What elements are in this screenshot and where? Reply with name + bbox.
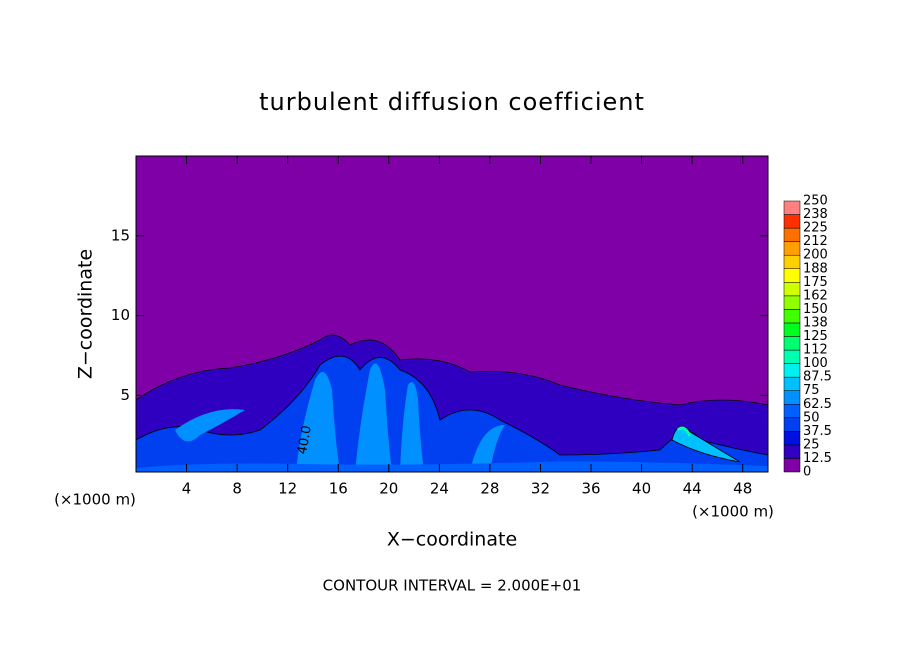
colorbar-label: 250 xyxy=(803,194,828,209)
colorbar-label: 100 xyxy=(803,356,828,371)
colorbar-label: 225 xyxy=(803,221,828,236)
x-tick-label: 28 xyxy=(480,480,499,498)
colorbar-box xyxy=(783,309,801,324)
colorbar-box xyxy=(783,322,801,337)
x-tick-label: 20 xyxy=(379,480,398,498)
colorbar-label: 175 xyxy=(803,275,828,290)
colorbar-box xyxy=(783,200,801,215)
y-axis-label: Z−coordinate xyxy=(75,249,97,379)
colorbar-box xyxy=(783,268,801,283)
colorbar-label: 150 xyxy=(803,302,828,317)
colorbar-box xyxy=(783,282,801,297)
colorbar-box xyxy=(783,227,801,242)
colorbar-box xyxy=(783,417,801,432)
colorbar-label: 138 xyxy=(803,315,828,330)
colorbar-box xyxy=(783,390,801,405)
x-unit: (×1000 m) xyxy=(54,491,136,509)
y-tick-label: 10 xyxy=(111,306,130,324)
colorbar-label: 0 xyxy=(803,465,811,480)
plot-frame xyxy=(135,155,769,473)
x-tick-label: 36 xyxy=(581,480,600,498)
x-axis-label: X−coordinate xyxy=(387,529,517,551)
colorbar-label: 188 xyxy=(803,261,828,276)
x-tick-label: 8 xyxy=(232,480,242,498)
colorbar-box xyxy=(783,363,801,378)
y-tick-label: 15 xyxy=(111,226,130,244)
colorbar-box xyxy=(783,458,801,473)
colorbar-box xyxy=(783,444,801,459)
x-tick-label: 4 xyxy=(182,480,192,498)
contour-label: 40.0 xyxy=(295,424,315,455)
colorbar-label: 50 xyxy=(803,410,820,425)
colorbar-label: 87.5 xyxy=(803,370,832,385)
x-tick-label: 40 xyxy=(632,480,651,498)
colorbar-label: 62.5 xyxy=(803,397,832,412)
colorbar-label: 25 xyxy=(803,437,820,452)
colorbar-label: 12.5 xyxy=(803,451,832,466)
colorbar-box xyxy=(783,295,801,310)
x-tick-label: 32 xyxy=(531,480,550,498)
colorbar-label: 162 xyxy=(803,288,828,303)
colorbar-label: 200 xyxy=(803,248,828,263)
footer: CONTOUR INTERVAL = 2.000E+01 xyxy=(323,577,582,595)
colorbar-label: 112 xyxy=(803,343,828,358)
colorbar-box xyxy=(783,349,801,364)
chart-title: turbulent diffusion coefficient xyxy=(259,88,645,116)
colorbar-box xyxy=(783,404,801,419)
x-tick-label: 12 xyxy=(278,480,297,498)
colorbar-label: 75 xyxy=(803,383,820,398)
colorbar-label: 37.5 xyxy=(803,424,832,439)
colorbar-box xyxy=(783,376,801,391)
colorbar-label: 212 xyxy=(803,234,828,249)
colorbar-label: 125 xyxy=(803,329,828,344)
y-tick-label: 5 xyxy=(120,386,130,404)
x-tick-label: 24 xyxy=(430,480,449,498)
colorbar-box xyxy=(783,431,801,446)
colorbar-label: 238 xyxy=(803,207,828,222)
x-tick-label: 16 xyxy=(329,480,348,498)
x-tick-label: 48 xyxy=(733,480,752,498)
colorbar-box xyxy=(783,241,801,256)
colorbar-box xyxy=(783,336,801,351)
axes: 4 8 12 16 20 24 28 32 36 40 44 4851015012.52537.550… xyxy=(111,156,832,498)
x-unit: (×1000 m) xyxy=(692,503,774,521)
colorbar-box xyxy=(783,254,801,269)
field xyxy=(135,156,769,473)
colorbar-box xyxy=(783,214,801,229)
x-tick-label: 44 xyxy=(683,480,702,498)
